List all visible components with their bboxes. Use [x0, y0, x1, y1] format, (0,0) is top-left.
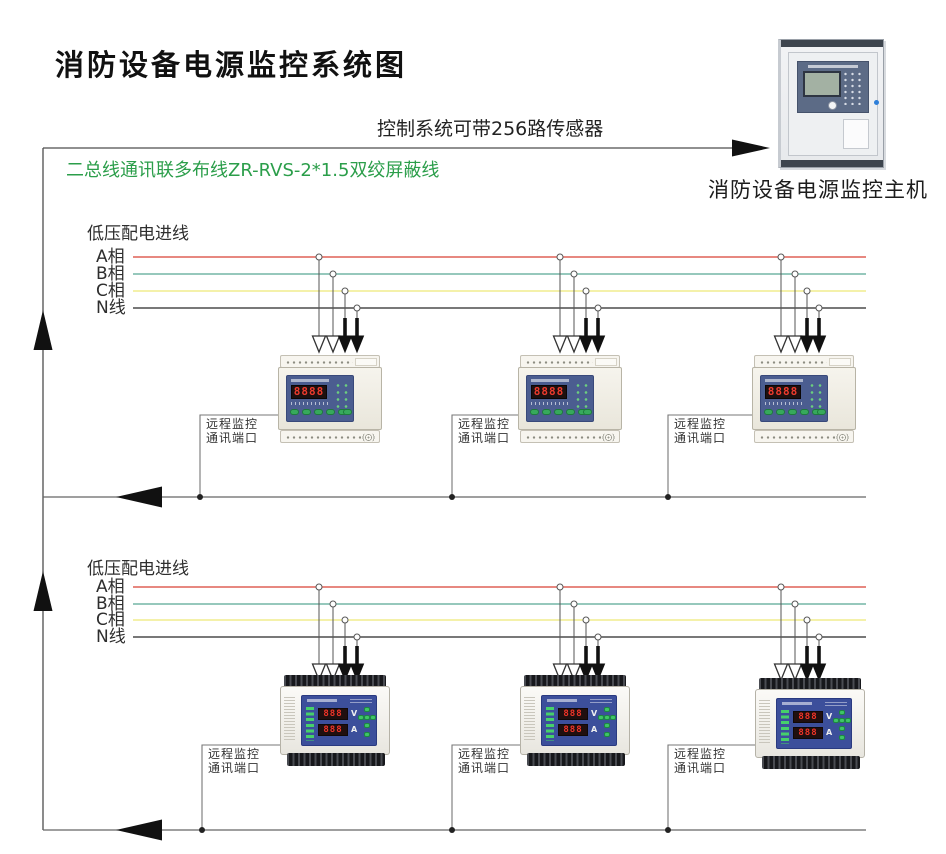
power-monitor-sensor: 8888 [278, 355, 382, 443]
terminal-block [287, 753, 385, 766]
arrow-keypad [358, 707, 377, 739]
host-bottom-band [781, 160, 883, 167]
phase-label-a: A相 [96, 247, 125, 267]
phase-label-b: B相 [96, 264, 125, 284]
current-display: 888 [318, 724, 348, 736]
section1-phase-lines [133, 256, 866, 309]
host-card-slot [843, 119, 869, 149]
terminal-dots [285, 434, 361, 441]
segment-display: 8888 [291, 385, 327, 399]
current-unit: A [591, 725, 598, 734]
button [817, 409, 826, 415]
monitoring-host-unit [778, 39, 884, 168]
device-face-panel: 8888 [286, 375, 354, 422]
phase-label-n: N线 [96, 298, 126, 318]
host-lcd-screen [803, 71, 841, 97]
section2-comm-bus [43, 744, 866, 841]
host-panel-title [808, 65, 858, 68]
arrow-up-icon [33, 571, 53, 611]
voltage-current-sensor: 888 V 888 A [520, 675, 630, 767]
section2-tap-drops [311, 583, 827, 682]
voltage-display: 888 [318, 708, 348, 720]
buzzer-grille [361, 433, 376, 442]
led-bar-column [546, 707, 554, 741]
remote-port-label: 远程监控 通讯端口 [206, 417, 259, 445]
arrow-up-icon [33, 310, 53, 350]
device-face-panel: 888 V 888 A [776, 698, 852, 749]
button-row [764, 409, 821, 415]
segment-display: 8888 [765, 385, 801, 399]
terminal-dots [759, 434, 835, 441]
feeder-label: 低压配电进线 [87, 224, 189, 244]
terminal-dots [525, 434, 601, 441]
feeder-label: 低压配电进线 [87, 559, 189, 579]
voltage-unit: V [351, 709, 358, 718]
button [583, 409, 592, 415]
phase-label-c: C相 [96, 281, 125, 301]
device-face-panel: 8888 [760, 375, 828, 422]
led-indicators [574, 382, 590, 412]
host-round-button [828, 101, 837, 110]
led-bar-column [781, 710, 789, 744]
buzzer-grille [601, 433, 616, 442]
voltage-current-sensor: 888 V 888 A [280, 675, 390, 767]
host-control-panel [797, 61, 869, 113]
host-top-band [781, 40, 883, 47]
terminal-block [527, 753, 625, 766]
host-label: 消防设备电源监控主机 [708, 178, 928, 202]
remote-port-label: 远程监控 通讯端口 [458, 747, 511, 775]
current-unit: A [351, 725, 358, 734]
button [343, 409, 352, 415]
power-monitor-sensor: 8888 [518, 355, 622, 443]
top-bus-line [43, 139, 770, 157]
voltage-display: 888 [558, 708, 588, 720]
remote-port-label: 远程监控 通讯端口 [674, 417, 727, 445]
voltage-current-sensor: 888 V 888 A [755, 678, 865, 770]
button-row [530, 409, 587, 415]
section1-tap-drops [311, 253, 827, 354]
section1-comm-bus [43, 414, 866, 508]
terminal-dots [759, 359, 827, 366]
voltage-display: 888 [793, 711, 823, 723]
host-power-led [874, 100, 879, 105]
arrow-keypad [833, 710, 852, 742]
arrow-right-icon [732, 139, 770, 157]
power-monitor-sensor: 8888 [752, 355, 856, 443]
voltage-unit: V [826, 712, 833, 721]
page-title: 消防设备电源监控系统图 [55, 48, 408, 82]
arrow-keypad [598, 707, 617, 739]
arrow-left-icon [116, 819, 162, 841]
phase-label-n: N线 [96, 627, 126, 647]
remote-port-label: 远程监控 通讯端口 [208, 747, 261, 775]
phase-label-a: A相 [96, 577, 125, 597]
bus-wiring-note: 二总线通讯联多布线ZR-RVS-2*1.5双绞屏蔽线 [66, 160, 440, 181]
device-face-panel: 8888 [526, 375, 594, 422]
phase-label-c: C相 [96, 610, 125, 630]
current-display: 888 [793, 727, 823, 739]
section2-phase-lines [133, 586, 866, 638]
host-door [788, 52, 878, 156]
sensor-capacity-note: 控制系统可带256路传感器 [377, 118, 604, 140]
terminal-block [762, 756, 860, 769]
current-unit: A [826, 728, 833, 737]
device-face-panel: 888 V 888 A [541, 695, 617, 746]
button-row [290, 409, 347, 415]
voltage-unit: V [591, 709, 598, 718]
phase-label-b: B相 [96, 594, 125, 614]
remote-port-label: 远程监控 通讯端口 [674, 747, 727, 775]
device-face-panel: 888 V 888 A [301, 695, 377, 746]
buzzer-grille [835, 433, 850, 442]
remote-port-label: 远程监控 通讯端口 [458, 417, 511, 445]
led-indicators [334, 382, 350, 412]
left-riser-line [33, 148, 53, 830]
segment-display: 8888 [531, 385, 567, 399]
led-bar-column [306, 707, 314, 741]
led-indicators [808, 382, 824, 412]
terminal-dots [525, 359, 593, 366]
arrow-left-icon [116, 486, 162, 508]
terminal-dots [285, 359, 353, 366]
host-indicator-grid [842, 71, 864, 105]
current-display: 888 [558, 724, 588, 736]
